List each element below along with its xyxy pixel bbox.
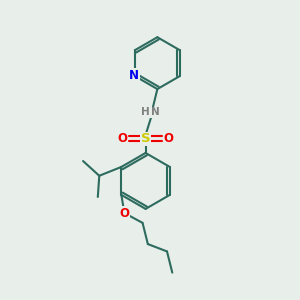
Text: O: O [164,132,174,145]
Text: S: S [141,132,150,145]
Text: N: N [129,69,139,82]
Text: O: O [120,207,130,220]
Text: H: H [141,107,149,117]
Text: O: O [117,132,127,145]
Text: N: N [151,107,159,117]
